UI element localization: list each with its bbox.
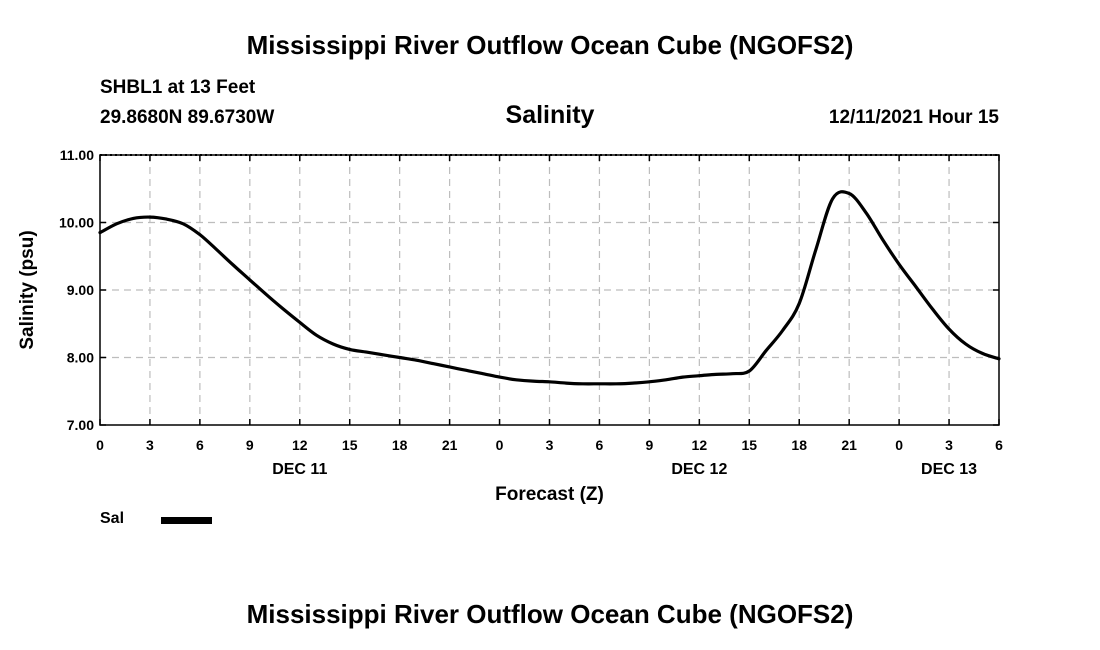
- x-tick-label: 6: [196, 437, 204, 453]
- x-tick-label: 3: [945, 437, 953, 453]
- datetime-label: 12/11/2021 Hour 15: [828, 107, 999, 128]
- chart-subtitle: Salinity: [505, 101, 595, 129]
- x-tick-label: 6: [995, 437, 1003, 453]
- x-tick-label: 0: [96, 437, 104, 453]
- x-tick-label: 0: [496, 437, 504, 453]
- x-tick-label: 12: [292, 437, 308, 453]
- y-tick-label: 11.00: [60, 147, 94, 163]
- chart-main-title: Mississippi River Outflow Ocean Cube (NG…: [246, 30, 854, 60]
- x-tick-label: 18: [791, 437, 807, 453]
- chart-footer-title: Mississippi River Outflow Ocean Cube (NG…: [246, 599, 854, 629]
- x-tick-label: 21: [841, 437, 857, 453]
- date-label: DEC 12: [671, 461, 727, 478]
- x-tick-label: 12: [692, 437, 708, 453]
- y-axis-label: Salinity (psu): [17, 230, 38, 349]
- legend-swatch: [161, 517, 212, 524]
- x-axis-label: Forecast (Z): [495, 484, 604, 505]
- y-tick-label: 8.00: [67, 350, 94, 366]
- x-tick-label: 3: [146, 437, 154, 453]
- legend-label: Sal: [100, 510, 125, 527]
- date-label: DEC 11: [272, 461, 327, 478]
- x-tick-label: 3: [546, 437, 554, 453]
- date-label: DEC 13: [921, 461, 977, 478]
- x-tick-label: 15: [741, 437, 757, 453]
- y-tick-label: 7.00: [67, 417, 94, 433]
- x-tick-label: 21: [442, 437, 458, 453]
- x-tick-label: 6: [596, 437, 604, 453]
- x-tick-label: 15: [342, 437, 358, 453]
- x-tick-label: 18: [392, 437, 408, 453]
- coordinates-label: 29.8680N 89.6730W: [100, 107, 275, 128]
- y-tick-label: 9.00: [67, 282, 94, 298]
- y-tick-label: 10.00: [59, 215, 94, 231]
- station-label: SHBL1 at 13 Feet: [100, 77, 256, 98]
- series-line-sal: [98, 190, 1001, 386]
- x-tick-label: 9: [645, 437, 653, 453]
- x-tick-label: 0: [895, 437, 903, 453]
- x-tick-label: 9: [246, 437, 254, 453]
